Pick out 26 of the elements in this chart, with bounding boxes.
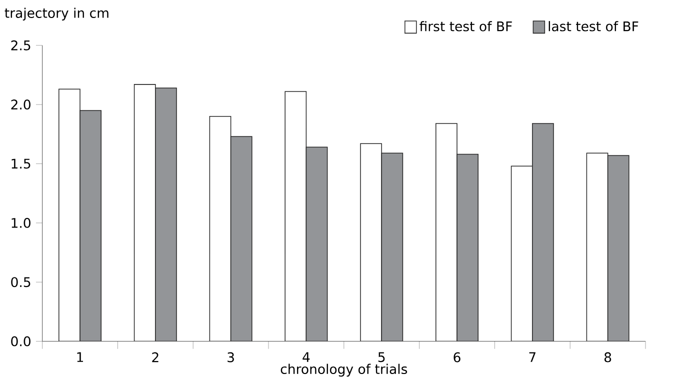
legend-label: last test of BF bbox=[548, 21, 638, 32]
x-tick-label: 5 bbox=[378, 352, 385, 362]
x-tick-label: 7 bbox=[529, 352, 536, 362]
y-axis-title: trajectory in cm bbox=[4, 8, 108, 21]
bar bbox=[80, 110, 102, 342]
x-tick-label: 2 bbox=[152, 352, 158, 362]
x-axis-title: chronology of trials bbox=[280, 364, 408, 377]
bar bbox=[230, 136, 252, 342]
bar bbox=[456, 154, 478, 342]
legend-label: first test of BF bbox=[420, 21, 512, 32]
x-tick-label: 3 bbox=[228, 352, 234, 362]
y-tick-label: 1.5 bbox=[12, 158, 30, 169]
bar bbox=[532, 123, 554, 342]
x-tick-label: 1 bbox=[77, 352, 83, 362]
y-tick-label: 0.5 bbox=[11, 277, 30, 288]
bar bbox=[306, 146, 328, 342]
x-tick-label: 8 bbox=[604, 352, 612, 362]
bar bbox=[607, 155, 630, 342]
x-tick-label: 6 bbox=[454, 352, 460, 362]
bar bbox=[155, 88, 177, 342]
y-tick-label: 0.0 bbox=[11, 336, 30, 346]
y-tick-label: 2.0 bbox=[11, 100, 30, 110]
bar bbox=[381, 152, 404, 342]
x-tick-label: 4 bbox=[302, 352, 310, 362]
y-tick-label: 2.5 bbox=[11, 40, 30, 51]
y-tick-label: 1.0 bbox=[12, 218, 30, 228]
